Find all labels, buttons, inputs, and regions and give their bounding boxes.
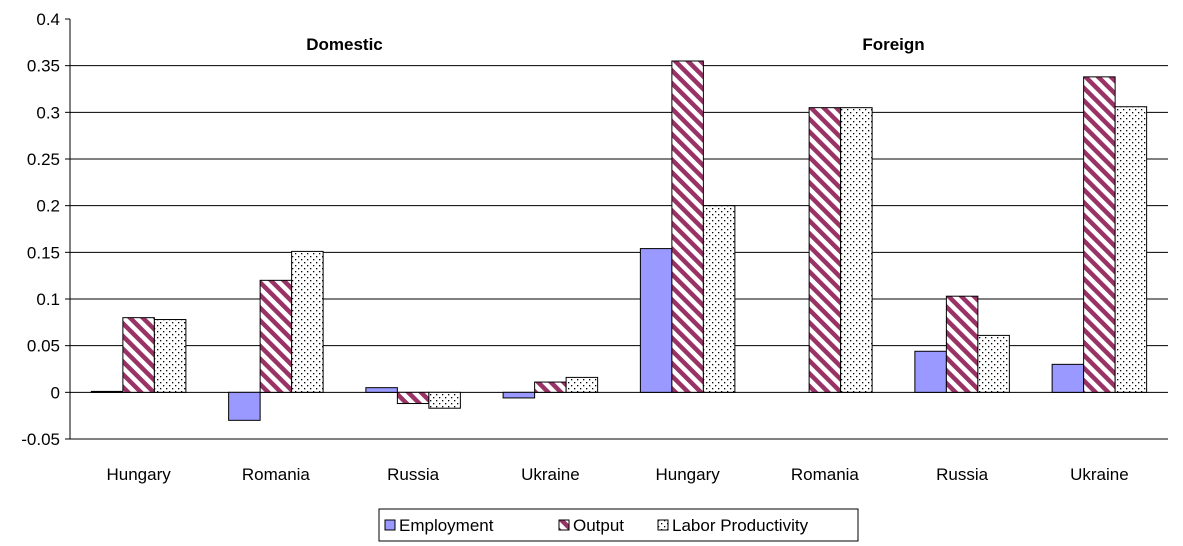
legend-box: [378, 508, 859, 542]
bar-employment: [1051, 363, 1085, 393]
legend-swatch: [558, 519, 570, 531]
legend-swatch: [657, 519, 669, 531]
bar-output: [259, 279, 293, 393]
y-tick-label: 0.15: [27, 243, 60, 262]
x-tick-label: Hungary: [655, 465, 720, 484]
bar-labor-productivity: [977, 334, 1010, 393]
legend-swatch: [384, 519, 396, 531]
y-tick-label: 0.3: [36, 103, 60, 122]
y-tick-label: 0.4: [36, 10, 60, 29]
bar-output: [534, 381, 567, 393]
x-tick-label: Russia: [387, 465, 440, 484]
bar-labor-productivity: [153, 319, 187, 393]
bar-employment: [365, 387, 398, 393]
bar-output: [396, 391, 430, 405]
bar-employment: [90, 390, 124, 393]
y-tick-label: -0.05: [21, 430, 60, 449]
group-label: Foreign: [862, 35, 924, 54]
x-tick-label: Ukraine: [521, 465, 580, 484]
bar-output: [1083, 76, 1116, 393]
group-label: Domestic: [306, 35, 383, 54]
bar-employment: [228, 391, 261, 421]
bar-output: [945, 295, 979, 393]
bar-employment: [502, 391, 536, 399]
bar-employment: [639, 248, 673, 393]
y-tick-label: 0.2: [36, 197, 60, 216]
x-tick-label: Romania: [242, 465, 311, 484]
y-tick-label: 0.1: [36, 290, 60, 309]
bar-labor-productivity: [1114, 106, 1148, 393]
y-tick-label: 0.35: [27, 57, 60, 76]
y-tick-label: 0.25: [27, 150, 60, 169]
bar-output: [808, 107, 842, 393]
bar-labor-productivity: [428, 391, 461, 409]
bar-output: [671, 60, 704, 393]
labels: 0.4 0.35 0.3 0.25 0.2 0.15 0.1 0.05 0 -0.05 Hungar…: [21, 10, 1128, 484]
legend-label: Output: [573, 516, 624, 535]
bar-output: [122, 317, 155, 393]
bar-labor-productivity: [291, 250, 324, 393]
x-tick-label: Hungary: [106, 465, 171, 484]
legend-label: Labor Productivity: [672, 516, 809, 535]
y-tick-label: 0: [51, 383, 60, 402]
bar-labor-productivity: [702, 205, 736, 393]
bar-labor-productivity: [565, 376, 599, 393]
gridlines: [70, 65, 1168, 440]
bar-employment: [914, 350, 947, 393]
x-tick-label: Ukraine: [1070, 465, 1129, 484]
x-tick-label: Russia: [936, 465, 989, 484]
legend-label: Employment: [399, 516, 494, 535]
bar-labor-productivity: [840, 107, 873, 393]
legend: Employment Output Labor Productivity: [378, 508, 859, 542]
y-tick-label: 0.05: [27, 337, 60, 356]
x-tick-label: Romania: [791, 465, 860, 484]
bars: [90, 60, 1148, 421]
